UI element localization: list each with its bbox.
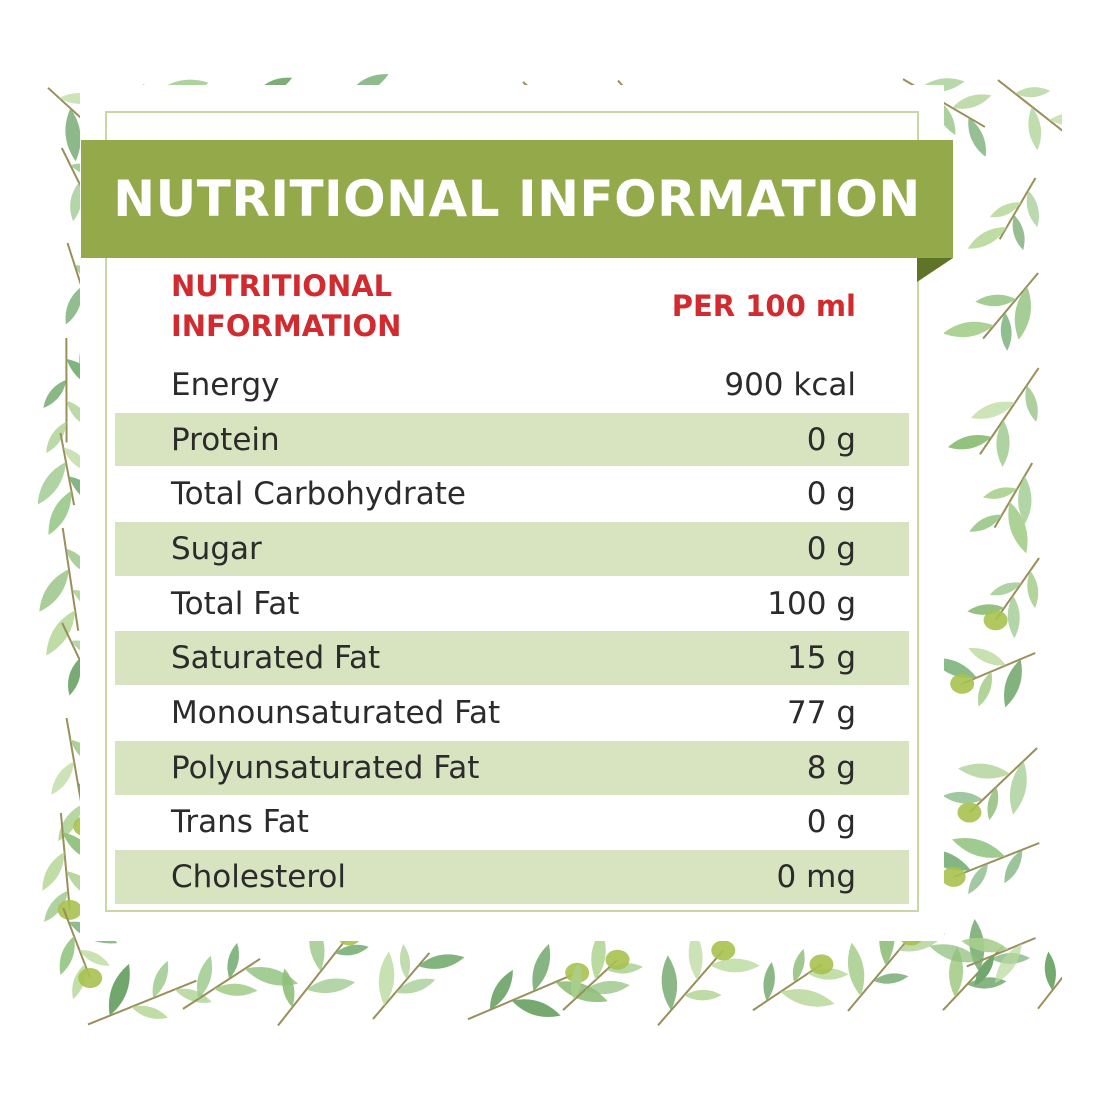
nutrient-amount: 15 g bbox=[787, 640, 856, 677]
title-banner bbox=[81, 140, 953, 258]
table-row: Energy 900 kcal bbox=[115, 357, 909, 412]
nutrient-amount: 0 g bbox=[806, 804, 856, 841]
table-body: Energy 900 kcal Protein 0 g Total Carbohydra… bbox=[115, 357, 909, 904]
nutrient-amount: 0 mg bbox=[776, 859, 856, 896]
nutrient-amount: 900 kcal bbox=[724, 366, 856, 403]
column-header-nutrient: NUTRITIONAL INFORMATION bbox=[171, 269, 402, 343]
nutrient-amount: 0 g bbox=[806, 421, 856, 458]
table-row: Cholesterol 0 mg bbox=[115, 849, 909, 904]
table-row: Trans Fat 0 g bbox=[115, 794, 909, 850]
nutrient-amount: 8 g bbox=[806, 749, 856, 786]
table-row: Total Carbohydrate 0 g bbox=[115, 466, 909, 521]
table-row: Sugar 0 g bbox=[115, 521, 909, 576]
table-row: Total Fat 100 g bbox=[115, 575, 909, 631]
table-row: Monounsaturated Fat 77 g bbox=[115, 685, 909, 740]
nutrient-name: Energy bbox=[171, 366, 280, 403]
table-row: Protein 0 g bbox=[115, 411, 909, 467]
nutrient-name: Saturated Fat bbox=[171, 640, 381, 677]
nutrient-name: Total Carbohydrate bbox=[171, 476, 466, 513]
nutrient-amount: 0 g bbox=[806, 476, 856, 513]
nutrient-name: Monounsaturated Fat bbox=[171, 694, 501, 731]
nutrient-amount: 100 g bbox=[767, 585, 856, 622]
nutrient-name: Total Fat bbox=[171, 585, 300, 622]
column-header-amount: PER 100 ml bbox=[671, 289, 856, 323]
nutrient-amount: 0 g bbox=[806, 530, 856, 567]
nutrient-amount: 77 g bbox=[787, 694, 856, 731]
table-row: Saturated Fat 15 g bbox=[115, 630, 909, 686]
nutrient-name: Polyunsaturated Fat bbox=[171, 749, 480, 786]
table-header: NUTRITIONAL INFORMATION PER 100 ml bbox=[115, 255, 909, 357]
nutrient-name: Protein bbox=[171, 421, 280, 458]
nutrition-table: NUTRITIONAL INFORMATION PER 100 ml Energ… bbox=[115, 255, 909, 904]
table-row: Polyunsaturated Fat 8 g bbox=[115, 739, 909, 795]
card-inner-border bbox=[105, 111, 919, 912]
page-title: NUTRITIONAL INFORMATION bbox=[113, 170, 921, 228]
banner-fold bbox=[917, 258, 953, 282]
nutrient-name: Sugar bbox=[171, 530, 262, 567]
nutrient-name: Trans Fat bbox=[171, 804, 309, 841]
nutrient-name: Cholesterol bbox=[171, 859, 346, 896]
